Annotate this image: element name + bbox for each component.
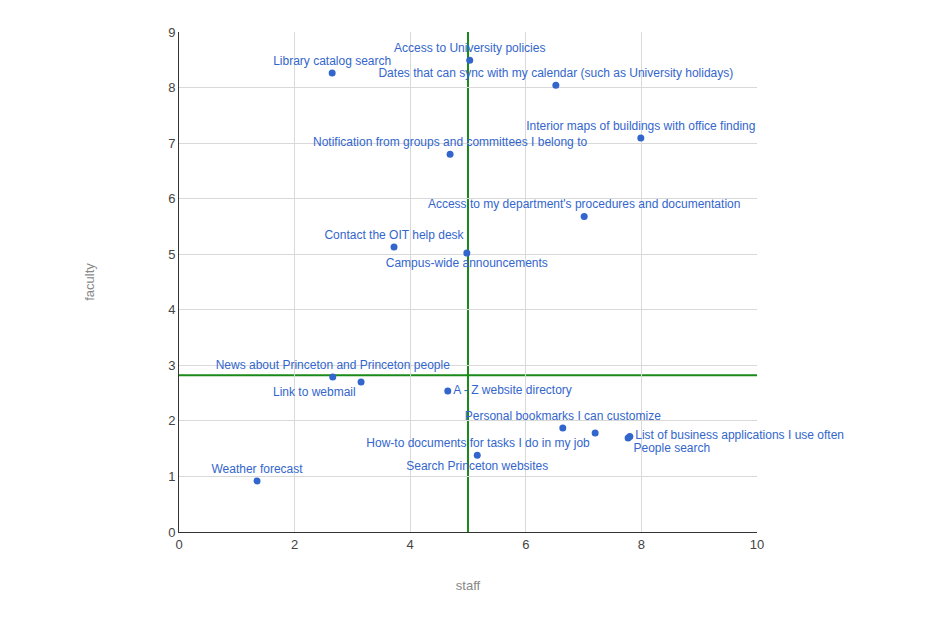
svg-text:10: 10 [750, 537, 764, 552]
svg-text:9: 9 [168, 25, 175, 40]
svg-text:8: 8 [168, 80, 175, 95]
svg-text:Search Princeton websites: Search Princeton websites [406, 459, 548, 473]
svg-text:4: 4 [168, 302, 175, 317]
svg-text:7: 7 [168, 136, 175, 151]
svg-text:Access to University policies: Access to University policies [394, 41, 545, 55]
svg-text:3: 3 [168, 358, 175, 373]
svg-text:staff: staff [456, 578, 481, 593]
svg-text:6: 6 [522, 537, 529, 552]
svg-text:8: 8 [638, 537, 645, 552]
svg-text:How-to documents for tasks I d: How-to documents for tasks I do in my jo… [366, 436, 590, 450]
svg-text:Notification from groups and c: Notification from groups and committees … [313, 135, 587, 149]
svg-text:A - Z website directory: A - Z website directory [453, 383, 572, 397]
svg-text:faculty: faculty [82, 263, 97, 301]
svg-text:Campus-wide announcements: Campus-wide announcements [386, 256, 548, 270]
svg-text:Library catalog search: Library catalog search [273, 54, 391, 68]
svg-text:Personal bookmarks I can custo: Personal bookmarks I can customize [465, 409, 661, 423]
svg-text:Access to my department's proc: Access to my department's procedures and… [428, 197, 740, 211]
svg-text:5: 5 [168, 247, 175, 262]
svg-text:4: 4 [407, 537, 414, 552]
svg-text:Interior maps of buildings wit: Interior maps of buildings with office f… [526, 119, 755, 133]
svg-text:Contact the OIT help desk: Contact the OIT help desk [324, 228, 464, 242]
svg-text:2: 2 [291, 537, 298, 552]
svg-text:1: 1 [168, 469, 175, 484]
svg-text:Link to webmail: Link to webmail [273, 385, 356, 399]
svg-text:List of business applications: List of business applications I use ofte… [635, 428, 844, 442]
svg-text:Weather forecast: Weather forecast [211, 462, 303, 476]
svg-text:6: 6 [168, 191, 175, 206]
svg-text:People search: People search [633, 441, 710, 455]
svg-text:0: 0 [168, 525, 175, 540]
svg-text:0: 0 [175, 537, 182, 552]
svg-text:News about Princeton and Princ: News about Princeton and Princeton peopl… [216, 358, 450, 372]
svg-text:Dates that can sync with my ca: Dates that can sync with my calendar (su… [378, 66, 733, 80]
svg-text:2: 2 [168, 413, 175, 428]
